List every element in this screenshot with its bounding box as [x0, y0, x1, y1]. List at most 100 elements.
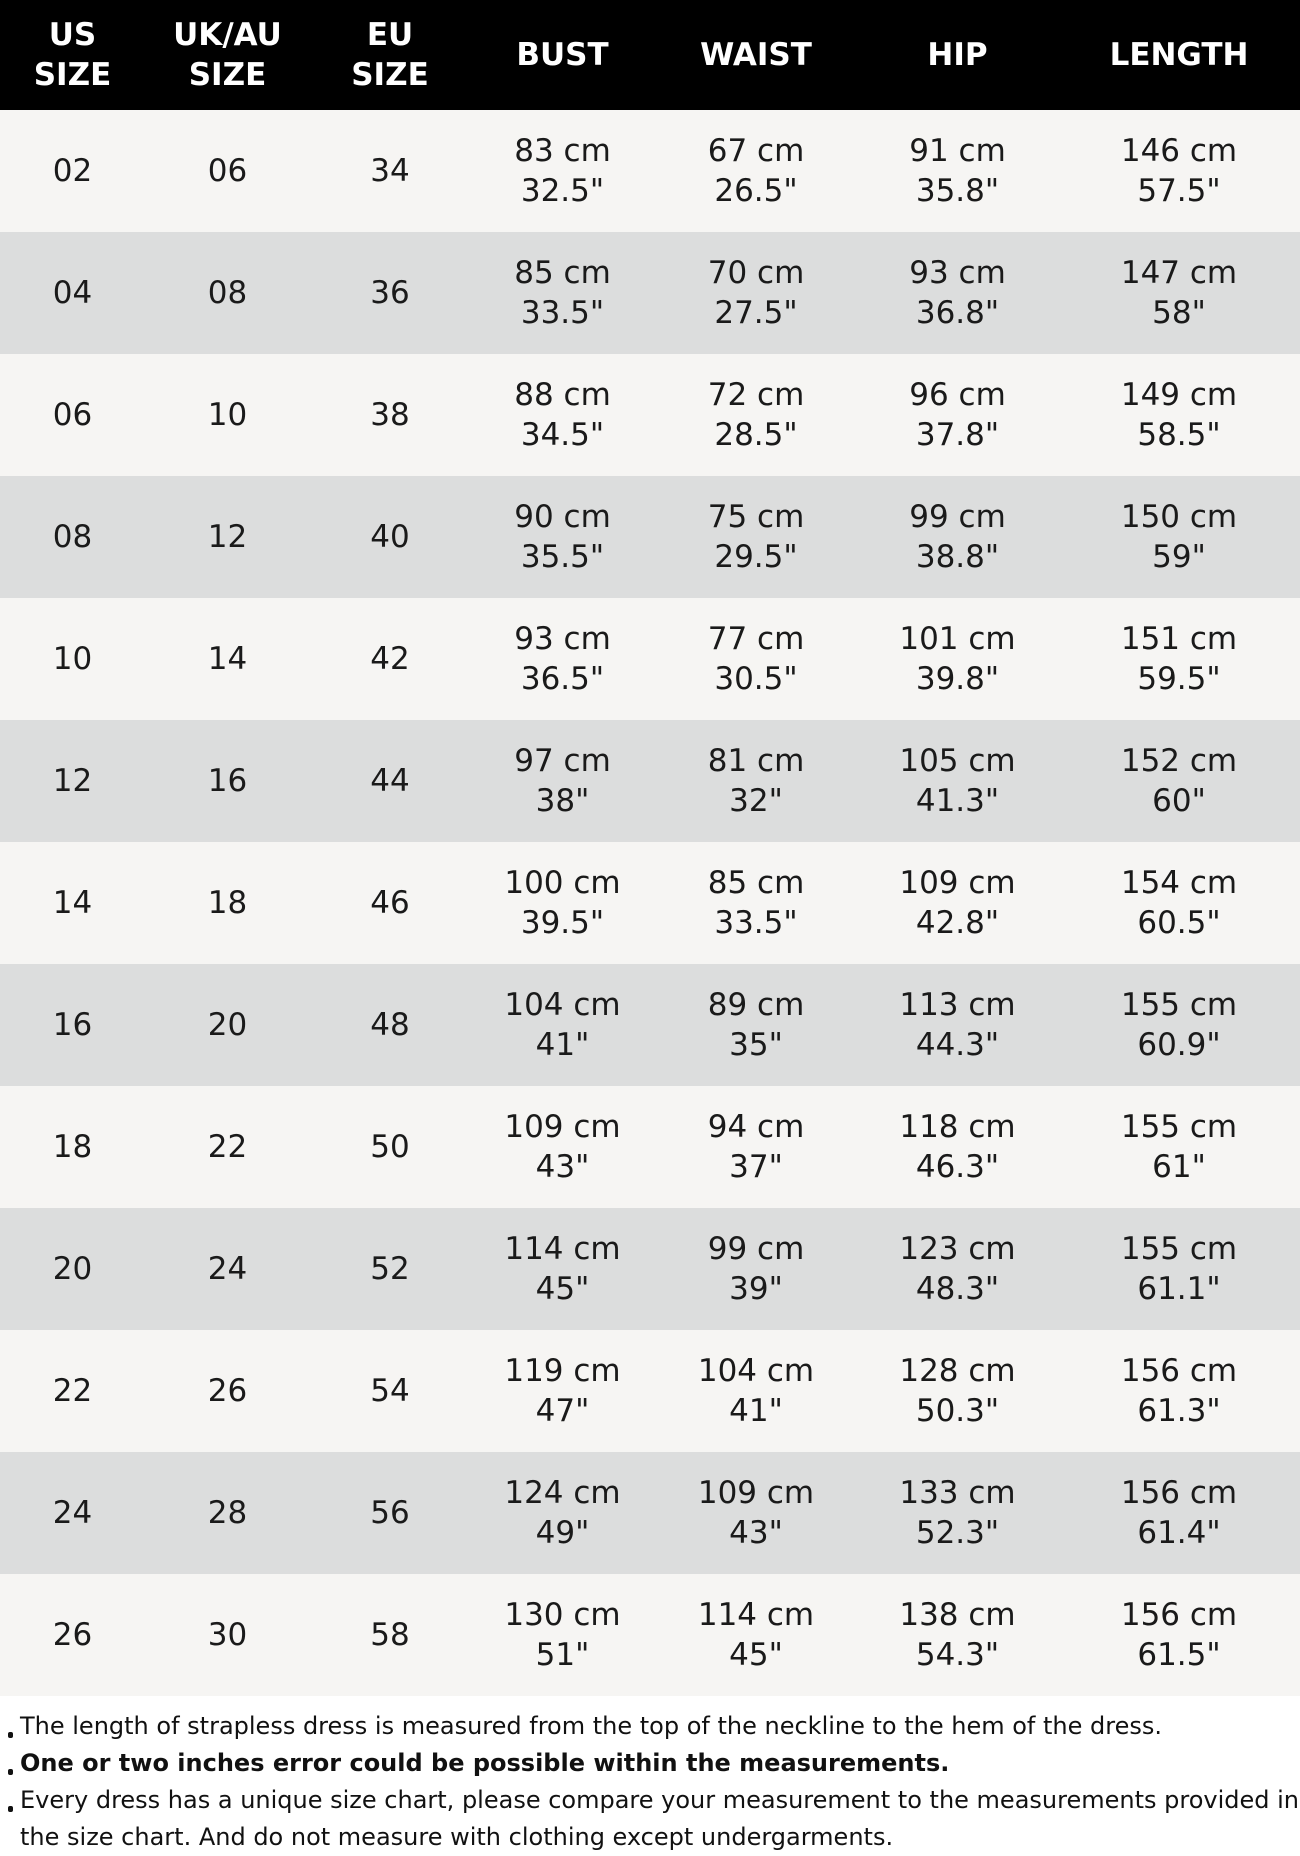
- note-item: One or two inches error could be possibl…: [4, 1745, 1300, 1782]
- cell-eu-size: 58: [310, 1574, 470, 1696]
- cell-eu-size: 56: [310, 1452, 470, 1574]
- cell-us-size: 10: [0, 598, 145, 720]
- cell-hip: 105 cm 41.3": [857, 720, 1058, 842]
- inch-value: 32": [729, 783, 783, 819]
- cm-value: 70 cm: [707, 255, 805, 291]
- inch-value: 57.5": [1137, 173, 1221, 209]
- cm-value: 114 cm: [504, 1231, 621, 1267]
- cell-waist: 94 cm 37": [655, 1086, 857, 1208]
- cell-bust: 83 cm 32.5": [470, 110, 655, 232]
- header-label: SIZE: [351, 57, 429, 93]
- inch-value: 39": [729, 1271, 783, 1307]
- header-label: SIZE: [33, 57, 112, 93]
- header-label: US: [48, 17, 97, 53]
- cell-eu-size: 52: [310, 1208, 470, 1330]
- inch-value: 41": [729, 1393, 783, 1429]
- cm-value: 124 cm: [504, 1475, 621, 1511]
- cm-value: 93 cm: [909, 255, 1006, 291]
- cell-length: 156 cm 61.5": [1058, 1574, 1300, 1696]
- table-row: 20 24 52 114 cm 45" 99 cm 39" 123 cm 48.3" 155 cm…: [0, 1208, 1300, 1330]
- cell-waist: 77 cm 30.5": [655, 598, 857, 720]
- cm-value: 104 cm: [504, 987, 621, 1023]
- cell-waist: 67 cm 26.5": [655, 110, 857, 232]
- header-bust: BUST: [470, 0, 655, 110]
- cell-eu-size: 50: [310, 1086, 470, 1208]
- cell-us-size: 04: [0, 232, 145, 354]
- cell-hip: 96 cm 37.8": [857, 354, 1058, 476]
- inch-value: 37.8": [915, 417, 1000, 453]
- cell-hip: 118 cm 46.3": [857, 1086, 1058, 1208]
- inch-value: 30.5": [714, 661, 798, 697]
- cell-eu-size: 46: [310, 842, 470, 964]
- cell-uk-au-size: 22: [145, 1086, 310, 1208]
- cell-hip: 123 cm 48.3": [857, 1208, 1058, 1330]
- header-label: HIP: [927, 37, 988, 73]
- inch-value: 58": [1152, 295, 1206, 331]
- notes: The length of strapless dress is measure…: [0, 1696, 1300, 1856]
- inch-value: 35.8": [915, 173, 1000, 209]
- header-label: BUST: [516, 37, 609, 73]
- inch-value: 43": [535, 1149, 590, 1185]
- table-row: 02 06 34 83 cm 32.5" 67 cm 26.5" 91 cm 35.8" 146 …: [0, 110, 1300, 232]
- cell-hip: 109 cm 42.8": [857, 842, 1058, 964]
- note-item: Every dress has a unique size chart, ple…: [4, 1782, 1300, 1856]
- cell-us-size: 22: [0, 1330, 145, 1452]
- table-row: 12 16 44 97 cm 38" 81 cm 32" 105 cm 41.3" 152 cm 6…: [0, 720, 1300, 842]
- inch-value: 41.3": [915, 783, 1000, 819]
- cm-value: 152 cm: [1120, 743, 1238, 779]
- cell-eu-size: 40: [310, 476, 470, 598]
- cm-value: 94 cm: [707, 1109, 805, 1145]
- inch-value: 60.5": [1137, 905, 1221, 941]
- cm-value: 149 cm: [1120, 377, 1238, 413]
- inch-value: 27.5": [714, 295, 798, 331]
- cm-value: 99 cm: [909, 499, 1006, 535]
- table-row: 14 18 46 100 cm 39.5" 85 cm 33.5" 109 cm 42.8" 15…: [0, 842, 1300, 964]
- header-label: WAIST: [700, 37, 812, 73]
- cell-us-size: 24: [0, 1452, 145, 1574]
- cm-value: 93 cm: [514, 621, 611, 657]
- cell-uk-au-size: 28: [145, 1452, 310, 1574]
- cm-value: 105 cm: [899, 743, 1016, 779]
- cell-waist: 85 cm 33.5": [655, 842, 857, 964]
- header-us-size: US SIZE: [0, 0, 145, 110]
- cell-us-size: 26: [0, 1574, 145, 1696]
- cell-bust: 100 cm 39.5": [470, 842, 655, 964]
- inch-value: 44.3": [915, 1027, 1000, 1063]
- cm-value: 113 cm: [899, 987, 1016, 1023]
- cm-value: 155 cm: [1120, 987, 1238, 1023]
- inch-value: 61": [1152, 1149, 1206, 1185]
- cm-value: 88 cm: [514, 377, 611, 413]
- cm-value: 89 cm: [707, 987, 805, 1023]
- cm-value: 133 cm: [899, 1475, 1016, 1511]
- inch-value: 45": [729, 1637, 783, 1673]
- cell-uk-au-size: 18: [145, 842, 310, 964]
- cell-us-size: 02: [0, 110, 145, 232]
- inch-value: 38": [535, 783, 590, 819]
- inch-value: 61.3": [1137, 1393, 1221, 1429]
- header-label: LENGTH: [1109, 37, 1249, 73]
- cell-waist: 114 cm 45": [655, 1574, 857, 1696]
- cell-uk-au-size: 26: [145, 1330, 310, 1452]
- table-row: 16 20 48 104 cm 41" 89 cm 35" 113 cm 44.3" 155 cm…: [0, 964, 1300, 1086]
- inch-value: 61.4": [1137, 1515, 1221, 1551]
- cell-length: 155 cm 61.1": [1058, 1208, 1300, 1330]
- inch-value: 51": [535, 1637, 590, 1673]
- cell-us-size: 12: [0, 720, 145, 842]
- cell-us-size: 20: [0, 1208, 145, 1330]
- cm-value: 146 cm: [1120, 133, 1238, 169]
- header-waist: WAIST: [655, 0, 857, 110]
- cm-value: 72 cm: [707, 377, 805, 413]
- inch-value: 28.5": [714, 417, 798, 453]
- cell-eu-size: 38: [310, 354, 470, 476]
- inch-value: 36.8": [915, 295, 1000, 331]
- cell-bust: 90 cm 35.5": [470, 476, 655, 598]
- cm-value: 151 cm: [1120, 621, 1238, 657]
- cm-value: 150 cm: [1120, 499, 1238, 535]
- inch-value: 54.3": [915, 1637, 1000, 1673]
- cell-uk-au-size: 08: [145, 232, 310, 354]
- cell-us-size: 18: [0, 1086, 145, 1208]
- inch-value: 35.5": [520, 539, 605, 575]
- cell-waist: 89 cm 35": [655, 964, 857, 1086]
- cell-eu-size: 42: [310, 598, 470, 720]
- cell-bust: 88 cm 34.5": [470, 354, 655, 476]
